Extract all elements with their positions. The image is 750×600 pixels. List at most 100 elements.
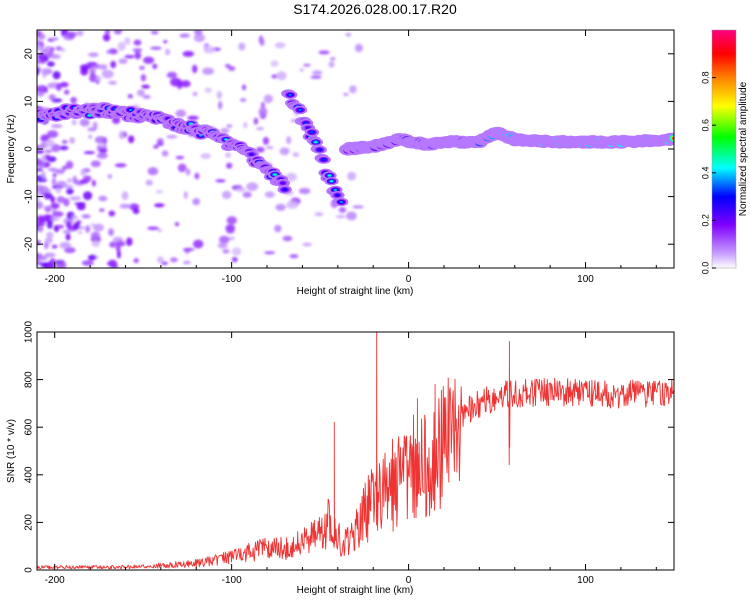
spectrogram-noise-blob: [143, 56, 155, 64]
spectrogram-noise-blob: [303, 63, 311, 67]
spectrogram-noise-blob: [276, 71, 287, 81]
spectrogram-noise-blob: [83, 151, 96, 155]
spectrogram-noise-blob: [42, 69, 47, 78]
spectrogram-noise-blob: [86, 62, 98, 66]
spectrogram-noise-blob: [175, 155, 185, 160]
spectrogram-xlabel: Height of straight line (km): [297, 286, 414, 297]
spectrogram-noise-blob: [352, 205, 364, 209]
spectrogram-noise-blob: [50, 46, 55, 52]
figure-title: S174.2026.028.00.17.R20: [293, 1, 457, 17]
spectrogram-noise-blob: [314, 212, 324, 217]
spectrogram-noise-blob: [70, 96, 77, 104]
spectrogram-noise-blob: [312, 70, 323, 76]
spectrogram-noise-blob: [50, 217, 60, 221]
colorbar-frame: [711, 29, 737, 269]
spectrogram-noise-blob: [203, 46, 216, 54]
spectrogram-noise-blob: [157, 228, 163, 233]
y-tick-label: 600: [24, 418, 35, 435]
colorbar-label: Normalized spectral amplitude: [738, 81, 749, 216]
spectrogram-noise-blob: [139, 65, 145, 70]
spectrogram-noise-blob: [65, 221, 72, 229]
spectrogram-noise-blob: [104, 30, 111, 36]
spectrogram-noise-blob: [39, 255, 48, 261]
ridge-blob: [283, 188, 287, 191]
snr-series-line: [37, 332, 674, 570]
spectrogram-noise-blob: [55, 187, 62, 194]
spectrogram-noise-blob: [62, 229, 72, 234]
spectrogram-noise-blob: [116, 250, 121, 259]
spectrogram-noise-blob: [310, 75, 322, 79]
ridge-blob: [306, 126, 310, 129]
spectrogram-ylabel: Frequency (Hz): [6, 115, 17, 184]
spectrogram-noise-blob: [256, 127, 264, 131]
spectrogram-noise-blob: [75, 30, 84, 37]
spectrogram-noise-blob: [117, 41, 126, 51]
y-tick-label: 400: [24, 466, 35, 483]
spectrogram-noise-blob: [62, 185, 74, 189]
spectrogram-noise-blob: [150, 46, 162, 50]
spectrogram-noise-blob: [222, 190, 232, 199]
x-tick-label: -100: [222, 274, 242, 285]
spectrogram-noise-blob: [218, 235, 230, 244]
spectrogram-noise-blob: [69, 196, 82, 201]
spectrogram-noise-blob: [115, 241, 126, 247]
spectrogram-noise-blob: [119, 203, 132, 209]
spectrogram-noise-blob: [330, 57, 336, 61]
ridge-second-trend: [281, 89, 349, 207]
spectrogram-noise-blob: [182, 50, 194, 57]
snr-ylabel: SNR (10 * v/v): [6, 419, 17, 483]
spectrogram-noise-blob: [282, 235, 293, 242]
spectrogram-noise-blob: [64, 247, 76, 254]
spectrogram-noise-blob: [55, 83, 62, 91]
spectrogram-noise-blob: [77, 230, 83, 235]
spectrogram-noise-blob: [37, 85, 48, 93]
spectrogram-noise-blob: [166, 135, 178, 139]
spectrogram-noise-blob: [51, 36, 59, 41]
spectrogram-noise-blob: [349, 85, 357, 94]
spectrogram-noise-blob: [108, 210, 116, 217]
ridge-blob: [322, 158, 326, 161]
spectrogram-noise-blob: [101, 69, 114, 79]
spectrogram-noise-blob: [59, 82, 69, 88]
spectrogram-noise-blob: [67, 178, 72, 183]
spectrogram-noise-blob: [85, 176, 91, 183]
spectrogram-noise-blob: [51, 244, 58, 249]
ridge-blob: [327, 174, 332, 177]
spectrogram-noise-blob: [67, 31, 77, 39]
spectrogram-noise-blob: [253, 117, 259, 125]
spectrogram-noise-blob: [134, 51, 142, 60]
spectrogram-noise-blob: [51, 177, 57, 186]
spectrogram-noise-blob: [241, 84, 247, 91]
spectrogram-noise-blob: [262, 136, 270, 145]
spectrogram-noise-blob: [98, 147, 108, 154]
spectrogram-noise-blob: [204, 87, 212, 93]
spectrogram-noise-blob: [64, 89, 70, 95]
spectrogram-noise-blob: [164, 48, 171, 56]
spectrogram-noise-blob: [225, 152, 232, 158]
ridge-blob: [273, 173, 277, 176]
snr-xlabel: Height of straight line (km): [297, 585, 414, 596]
spectrogram-noise-blob: [81, 260, 94, 266]
spectrogram-noise-blob: [215, 179, 226, 183]
spectrogram-noise-blob: [37, 58, 41, 65]
x-tick-label: 0: [406, 274, 412, 285]
spectrogram-noise-blob: [50, 196, 56, 204]
spectrogram-noise-blob: [225, 226, 235, 234]
spectrogram-noise-blob: [37, 149, 45, 154]
y-tick-label: 800: [24, 371, 35, 388]
spectrogram-noise-blob: [218, 100, 223, 110]
spectrogram-noise: [37, 30, 364, 268]
y-tick-label: -20: [24, 237, 35, 252]
spectrogram-noise-blob: [136, 89, 145, 97]
ridge-main-trend: [37, 102, 292, 194]
spectrogram-noise-blob: [155, 190, 163, 194]
spectrogram-noise-blob: [55, 261, 67, 268]
ridge-blob: [314, 141, 318, 144]
spectrogram-noise-blob: [354, 43, 363, 53]
spectrogram-noise-blob: [224, 64, 231, 68]
spectrogram-noise-blob: [180, 80, 191, 88]
spectrogram-noise-blob: [115, 244, 121, 252]
spectrogram-noise-blob: [292, 152, 299, 158]
spectrogram-noise-blob: [37, 215, 47, 224]
